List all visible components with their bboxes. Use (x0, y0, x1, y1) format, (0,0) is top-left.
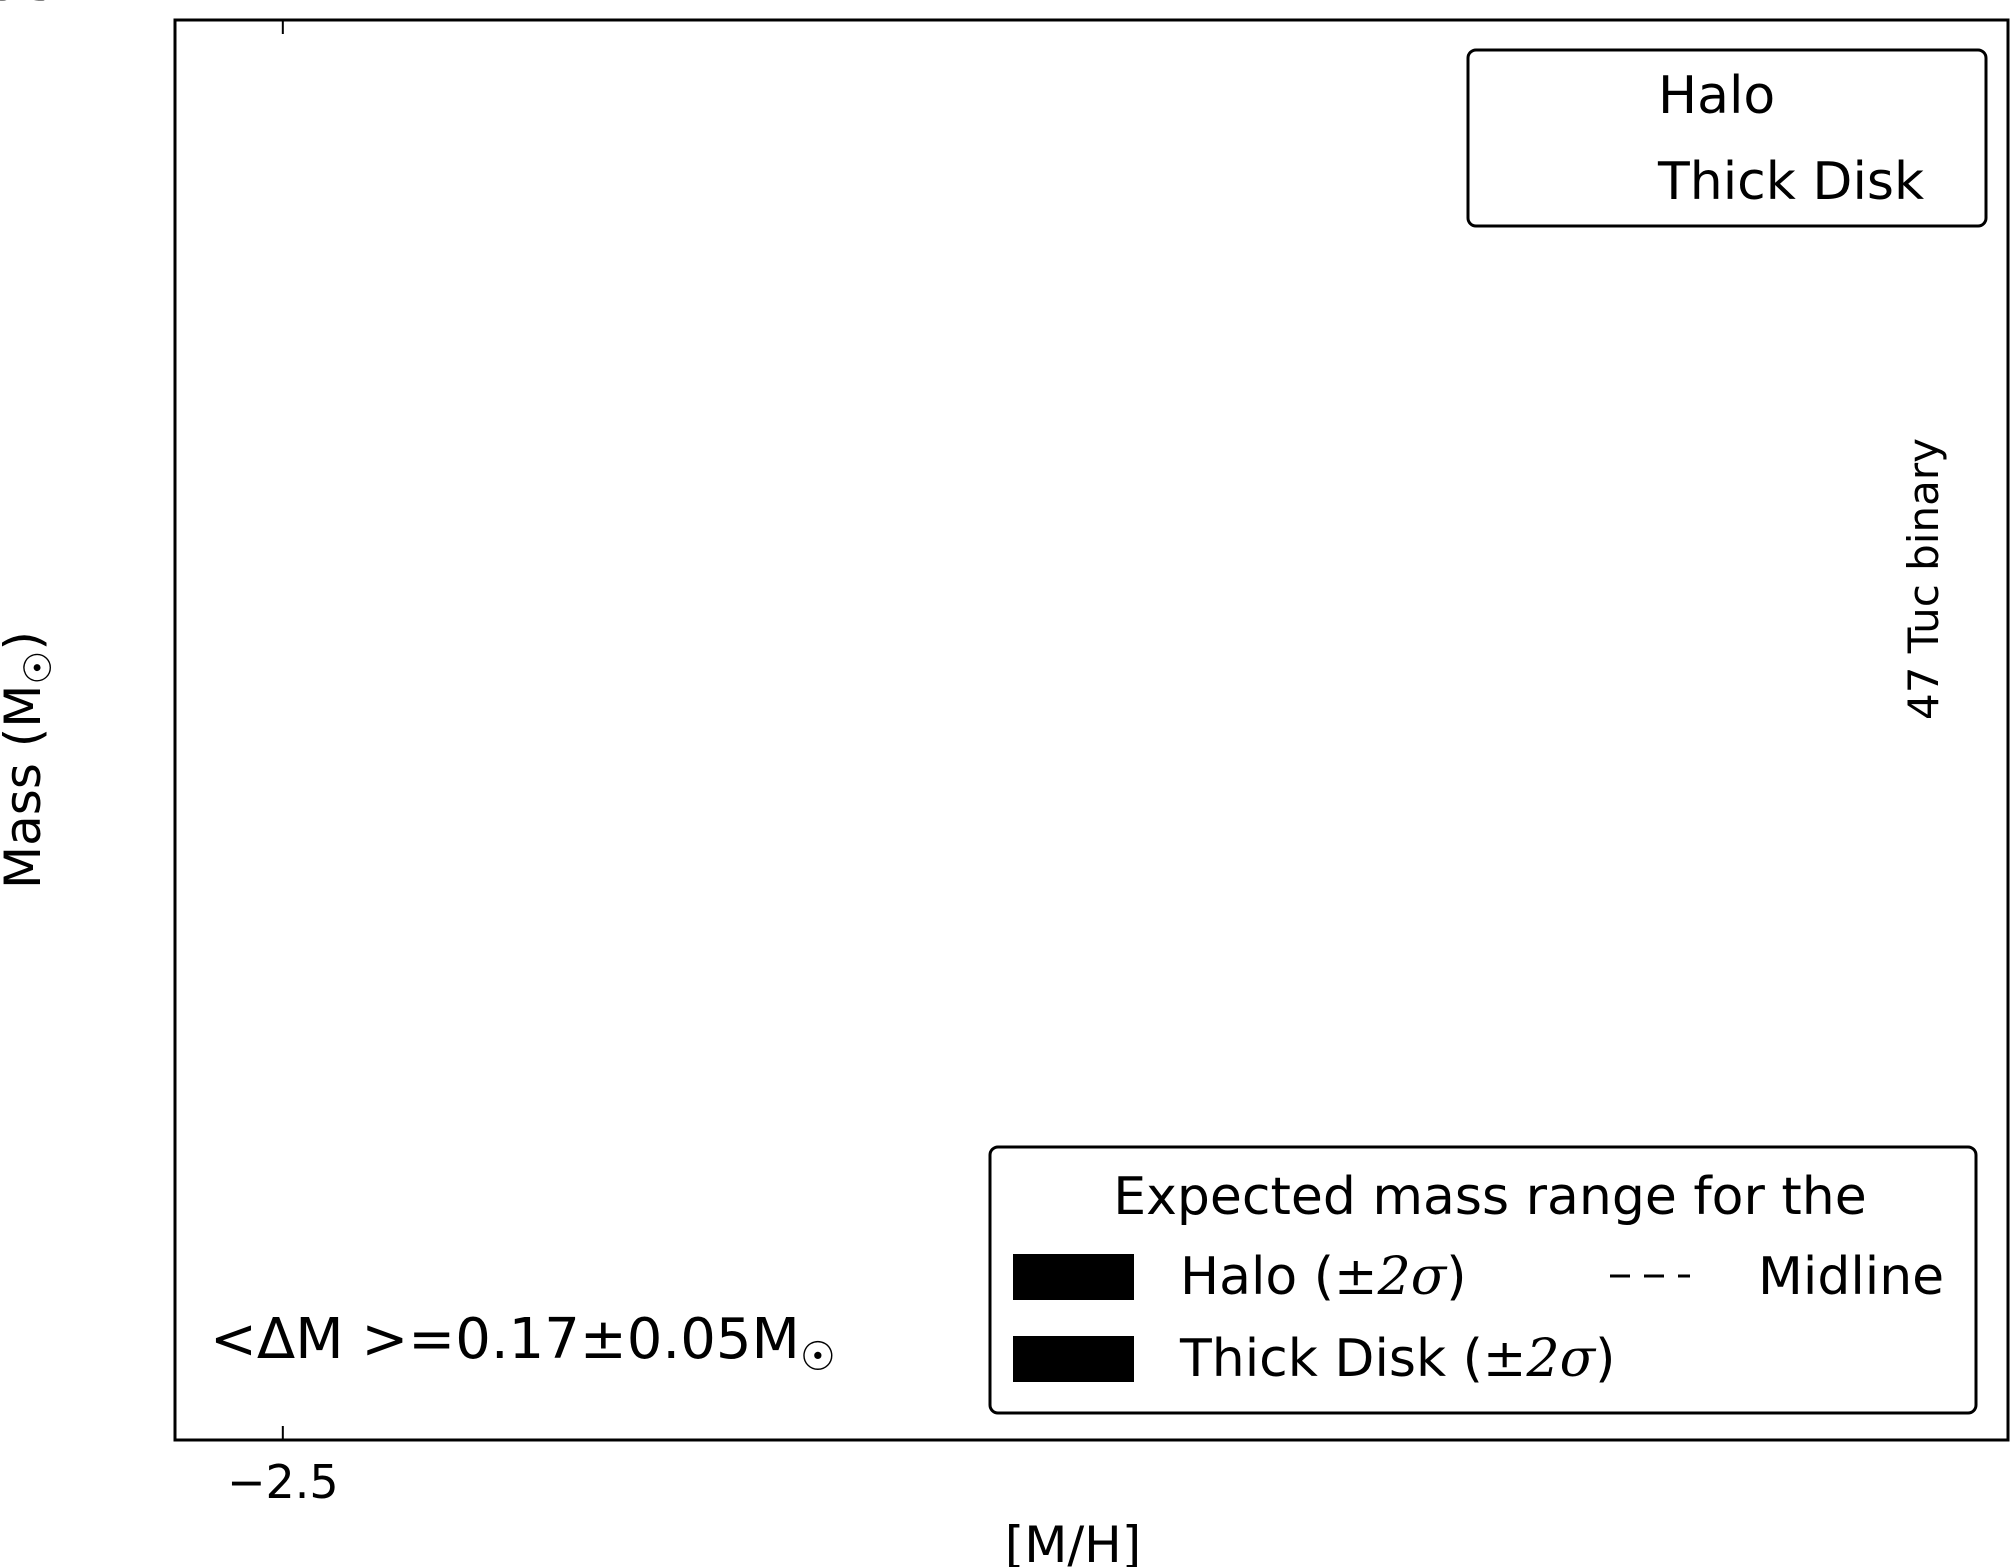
disk-point-i: I (0, 0, 6, 10)
x-tick-label: −1.0 (0, 0, 56, 11)
x-tick-label: −2.5 (227, 1455, 339, 1509)
halo-point-b: B (0, 0, 14, 10)
legend-box (1466, 48, 1988, 228)
sigma-range: ±2σ (1483, 1329, 1597, 1389)
axes-frame (173, 18, 2010, 1442)
annotation-main: <ΔM >=0.17±0.05M (210, 1307, 800, 1372)
disk-point-g: G (0, 0, 16, 10)
point-label: G (0, 0, 16, 10)
point-label: B (0, 0, 14, 10)
point-label: F (0, 0, 12, 10)
halo-point-d: D (0, 0, 16, 10)
ticks-layer: −2.5 −2.0 −1.5 −1.0 0.6 0.7 0.8 0.9 1.0 … (0, 0, 339, 1509)
y-axis-label-group: Mass (M☉) (0, 631, 60, 889)
close-paren: ) (1595, 1329, 1615, 1389)
x-tick-2: −1.5 (0, 0, 56, 11)
x-tick-label: −1.5 (0, 0, 56, 11)
point-label: D (0, 0, 16, 10)
legend-label-thick-disk: Thick Disk (1657, 152, 1924, 212)
y-axis-label: Mass (M☉) (0, 631, 60, 889)
legend-bands: Expected mass range for the Halo (±2σ) M… (988, 1145, 1978, 1415)
x-tick-label: −2.0 (0, 0, 56, 11)
legend-label-midline: Midline (1758, 1247, 1944, 1307)
x-tick-3: −1.0 (0, 0, 56, 11)
point-label: E (0, 0, 13, 10)
thick-disk-series: I H F G E (0, 0, 16, 10)
legend-title: Expected mass range for the (1113, 1167, 1866, 1227)
close-paren: ) (1446, 1247, 1466, 1307)
mean-delta-mass-annotation: <ΔM >=0.17±0.05M☉ (210, 1307, 836, 1380)
disk-point-e: E (0, 0, 13, 10)
halo-swatch (1013, 1254, 1134, 1300)
thick-disk-band-label: Thick Disk ( (1179, 1329, 1483, 1389)
x-tick-0: −2.5 (227, 20, 339, 1509)
halo-point-a: A (0, 0, 15, 10)
disk-point-h: H (0, 0, 16, 10)
halo-point-c: C (0, 0, 15, 10)
thick-disk-swatch (1013, 1336, 1134, 1382)
tuc-binary-label: 47 Tuc binary (1899, 438, 1948, 720)
legend-label-halo-band: Halo (±2σ) (1180, 1247, 1467, 1307)
point-label: A (0, 0, 15, 10)
point-label: I (0, 0, 6, 10)
point-label: H (0, 0, 16, 10)
halo-series: A B C D (0, 0, 16, 10)
sigma-range: ±2σ (1334, 1247, 1448, 1307)
y-axis-label-close: ) (0, 631, 52, 651)
point-label: C (0, 0, 15, 10)
legend-label-halo: Halo (1658, 66, 1775, 126)
halo-band-label: Halo ( (1180, 1247, 1334, 1307)
legend-box (988, 1145, 1978, 1415)
disk-point-f: F (0, 0, 12, 10)
sun-symbol: ☉ (16, 651, 60, 685)
legend-label-thick-disk-band: Thick Disk (±2σ) (1179, 1329, 1615, 1389)
x-axis-label: [M/H] (1005, 1516, 1142, 1567)
x-tick-1: −2.0 (0, 0, 56, 11)
sun-symbol: ☉ (800, 1334, 836, 1380)
y-axis-label-main: Mass (M (0, 685, 52, 889)
legend-markers: Halo Thick Disk (1466, 48, 1988, 228)
